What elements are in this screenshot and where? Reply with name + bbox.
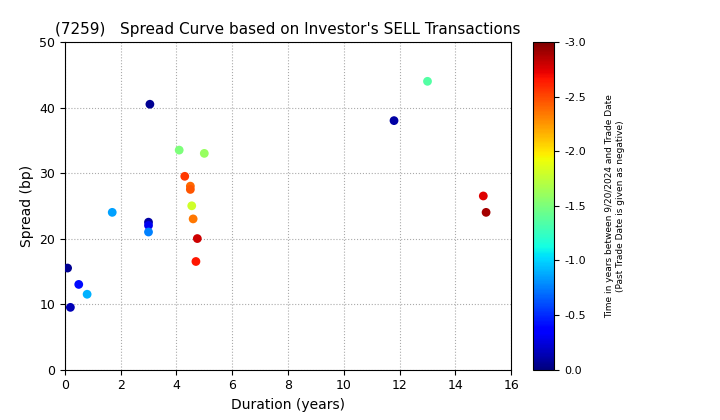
Point — [143, 219, 154, 226]
Point — [143, 222, 154, 229]
Title: (7259)   Spread Curve based on Investor's SELL Transactions: (7259) Spread Curve based on Investor's … — [55, 22, 521, 37]
X-axis label: Duration (years): Duration (years) — [231, 398, 345, 412]
Point — [388, 117, 400, 124]
Point — [190, 258, 202, 265]
Point — [192, 235, 203, 242]
Point — [480, 209, 492, 216]
Point — [186, 202, 197, 209]
Point — [187, 215, 199, 222]
Point — [199, 150, 210, 157]
Point — [144, 101, 156, 108]
Point — [65, 304, 76, 311]
Point — [107, 209, 118, 216]
Point — [184, 186, 196, 193]
Point — [62, 265, 73, 271]
Point — [179, 173, 191, 180]
Text: Time in years between 9/20/2024 and Trade Date
(Past Trade Date is given as nega: Time in years between 9/20/2024 and Trad… — [606, 94, 624, 318]
Point — [174, 147, 185, 153]
Point — [422, 78, 433, 85]
Point — [143, 228, 154, 235]
Point — [81, 291, 93, 298]
Point — [73, 281, 84, 288]
Point — [477, 193, 489, 199]
Point — [184, 183, 196, 189]
Y-axis label: Spread (bp): Spread (bp) — [19, 165, 34, 247]
